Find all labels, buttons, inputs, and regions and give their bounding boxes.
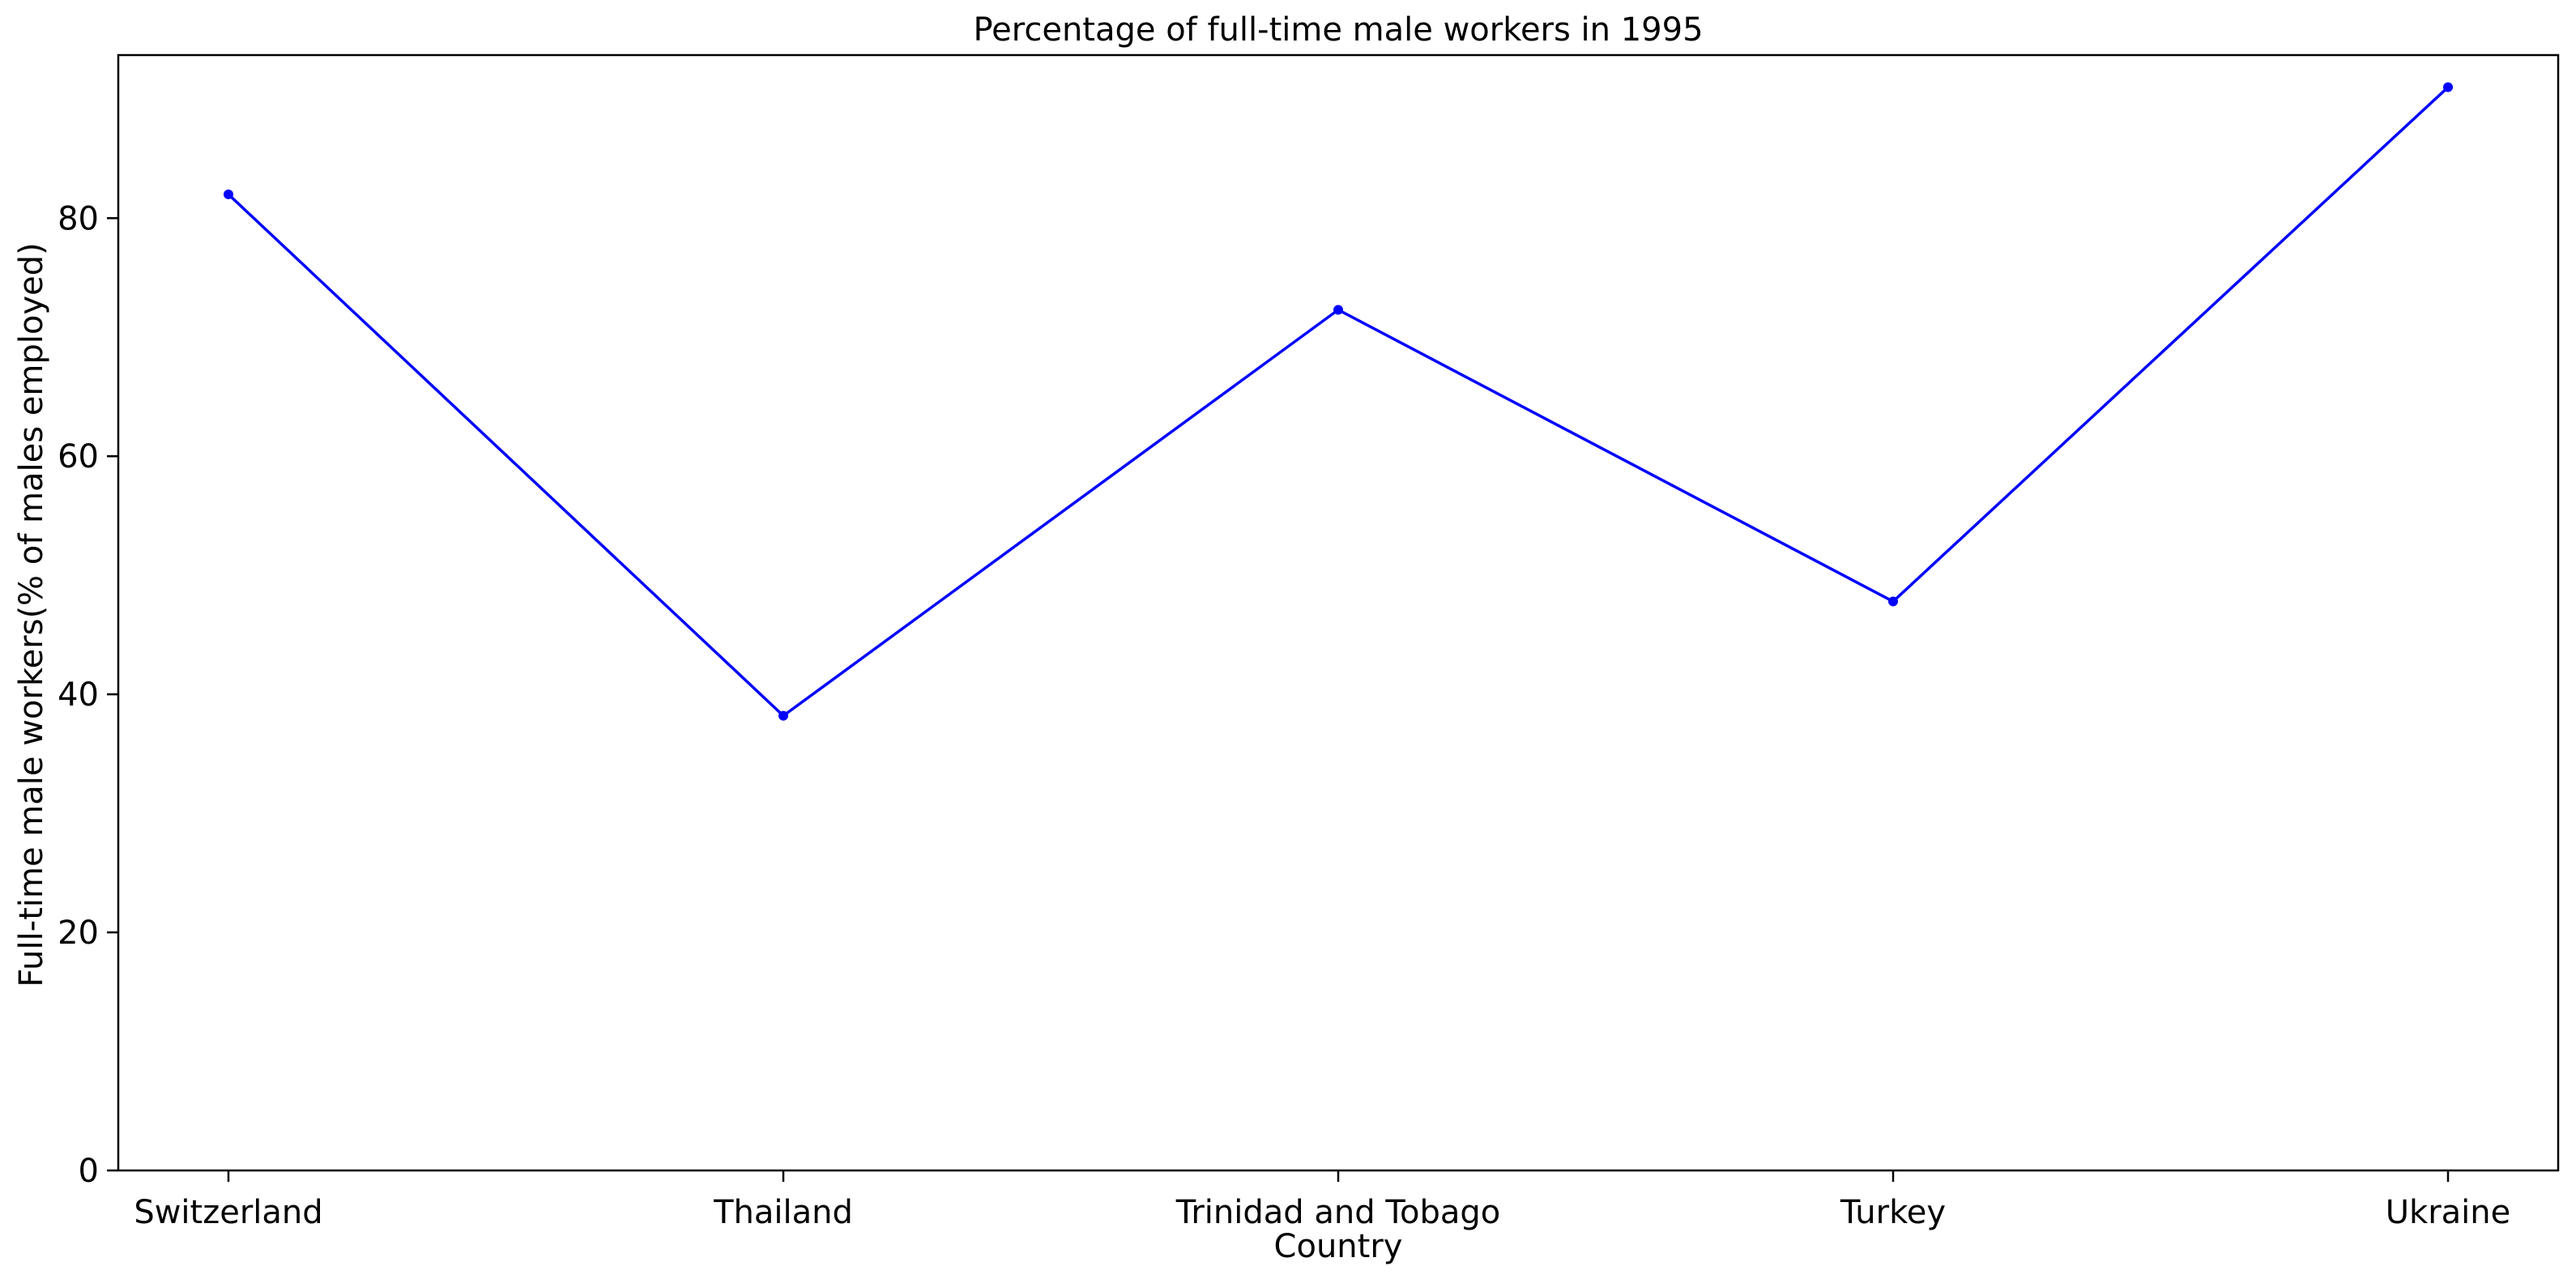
plot-area: 0 20 40 60 80 Switzerland Thailand Trinidad and…: [58, 82, 2510, 1231]
data-point: [2443, 82, 2453, 92]
x-tick-label: Turkey: [1840, 1194, 1946, 1231]
x-tick-label: Thailand: [713, 1194, 853, 1231]
y-tick-label: 80: [58, 200, 99, 237]
chart-title: Percentage of full-time male workers in …: [973, 11, 1703, 49]
data-point: [1888, 596, 1898, 607]
x-tick-label: Ukraine: [2386, 1194, 2510, 1231]
x-tick-label: Switzerland: [134, 1194, 322, 1231]
x-axis-label: Country: [1274, 1228, 1403, 1265]
data-point: [224, 189, 233, 199]
y-tick-label: 0: [79, 1153, 99, 1190]
y-axis-label: Full-time male workers(% of males employ…: [13, 242, 50, 987]
data-point: [778, 710, 788, 721]
y-tick-label: 20: [58, 914, 99, 952]
y-tick-label: 40: [58, 676, 99, 714]
data-point: [1333, 305, 1343, 315]
x-tick-label: Trinidad and Tobago: [1175, 1194, 1500, 1231]
y-tick-label: 60: [58, 438, 99, 475]
plot-frame: [117, 53, 2560, 1172]
